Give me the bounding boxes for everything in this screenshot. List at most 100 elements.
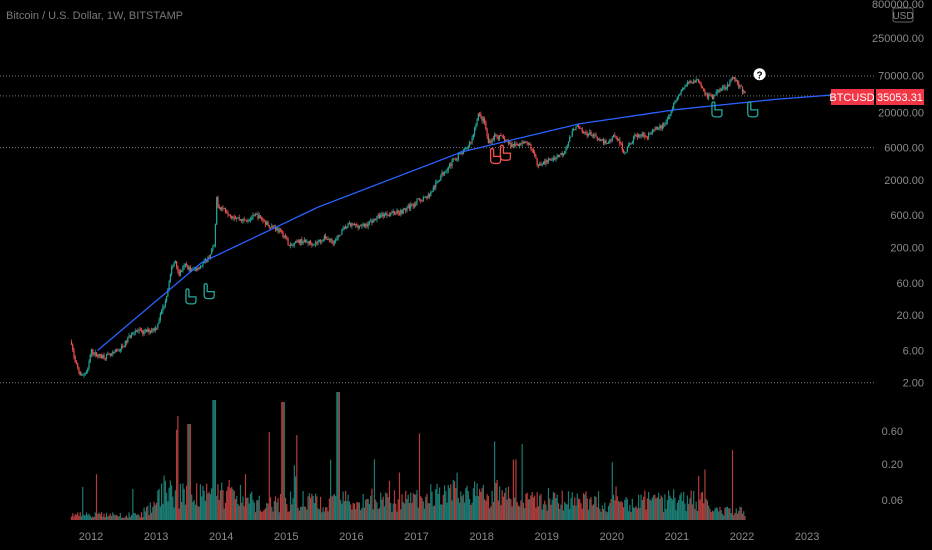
volume-bar <box>244 474 247 520</box>
candle-body <box>346 226 348 229</box>
candle-body <box>668 116 670 120</box>
candle-body <box>254 214 257 216</box>
candle-body <box>333 241 335 244</box>
volume-bar <box>233 490 235 520</box>
candle-body <box>481 116 483 121</box>
volume-bar <box>700 492 702 520</box>
candle-body <box>453 158 456 160</box>
candle-body <box>646 137 648 139</box>
volume-bar <box>723 515 725 520</box>
candle-body <box>316 242 318 244</box>
candle-body <box>484 118 486 123</box>
volume-bar <box>115 514 118 520</box>
volume-bar <box>664 494 666 520</box>
volume-bar <box>80 516 83 520</box>
volume-bar <box>216 496 218 520</box>
candle-body <box>109 354 111 356</box>
candle-body <box>642 133 645 135</box>
candle-body <box>256 214 258 215</box>
volume-bar <box>496 479 498 520</box>
candle-body <box>626 147 628 153</box>
candle-body <box>237 217 239 219</box>
volume-bar <box>620 500 622 520</box>
volume-bar <box>351 509 353 520</box>
volume-bar <box>708 505 710 520</box>
candle-body <box>679 94 681 96</box>
volume-bar <box>701 491 704 520</box>
volume-bar <box>341 503 343 520</box>
volume-bar <box>306 509 308 520</box>
volume-bar <box>580 503 582 520</box>
volume-bar <box>416 490 418 520</box>
volume-bar <box>157 490 159 520</box>
volume-bar <box>212 400 214 520</box>
volume-bar <box>161 483 163 520</box>
candle-body <box>606 143 608 144</box>
volume-bar <box>268 432 270 520</box>
candle-body <box>152 328 154 331</box>
candle-body <box>684 86 686 88</box>
volume-bar <box>531 492 533 520</box>
volume-bar <box>599 508 601 520</box>
candle-body <box>396 210 398 214</box>
volume-tick-label: 0.06 <box>882 495 903 507</box>
candle-body <box>188 267 190 270</box>
candle-body <box>325 236 327 240</box>
volume-bar <box>640 494 642 520</box>
volume-bar <box>236 496 238 520</box>
candle-body <box>547 159 550 162</box>
volume-bar <box>164 480 166 520</box>
candle-body <box>412 205 414 207</box>
volume-bar <box>519 506 521 520</box>
candle-body <box>624 152 626 154</box>
y-tick-label: 600.00 <box>890 210 924 222</box>
volume-bar <box>303 506 305 520</box>
candle-body <box>681 88 684 90</box>
volume-bar <box>455 487 457 520</box>
candle-body <box>463 149 466 150</box>
volume-bar <box>648 492 650 520</box>
candle-body <box>534 152 536 157</box>
volume-bar <box>228 480 230 520</box>
volume-bar <box>284 497 287 520</box>
volume-bar <box>581 508 583 520</box>
candle-body <box>471 137 473 143</box>
candle-body <box>350 222 352 227</box>
volume-bar <box>718 511 720 520</box>
volume-bar <box>510 499 512 520</box>
candle-body <box>249 218 252 220</box>
candle-body <box>709 94 711 96</box>
candle-body <box>398 212 401 214</box>
question-glyph: ? <box>757 70 763 81</box>
volume-bar <box>94 512 96 520</box>
candle-body <box>610 139 612 141</box>
volume-bar <box>292 498 294 520</box>
volume-bar <box>320 496 322 520</box>
volume-bar <box>95 474 98 520</box>
candle-body <box>147 329 149 332</box>
candle-body <box>630 143 632 145</box>
volume-bar <box>162 503 164 520</box>
volume-bar <box>309 497 312 520</box>
volume-bar <box>368 504 371 520</box>
candle-body <box>420 199 422 201</box>
volume-bar <box>452 479 454 520</box>
volume-bar <box>251 491 253 520</box>
volume-bar <box>355 509 357 520</box>
volume-bar <box>177 416 179 520</box>
volume-bar <box>254 512 257 520</box>
volume-bar <box>540 493 542 520</box>
candle-body <box>337 235 339 239</box>
hand-shape <box>711 101 723 118</box>
volume-bar <box>502 496 504 520</box>
candle-body <box>601 139 603 141</box>
volume-bar <box>441 504 443 520</box>
candle-body <box>377 214 379 217</box>
currency-badge[interactable]: USD <box>892 7 914 23</box>
candle-body <box>504 138 506 142</box>
candle-body <box>139 329 141 331</box>
volume-bar <box>385 492 387 520</box>
candle-body <box>326 239 328 240</box>
svg-text:BTCUSD: BTCUSD <box>829 92 874 104</box>
